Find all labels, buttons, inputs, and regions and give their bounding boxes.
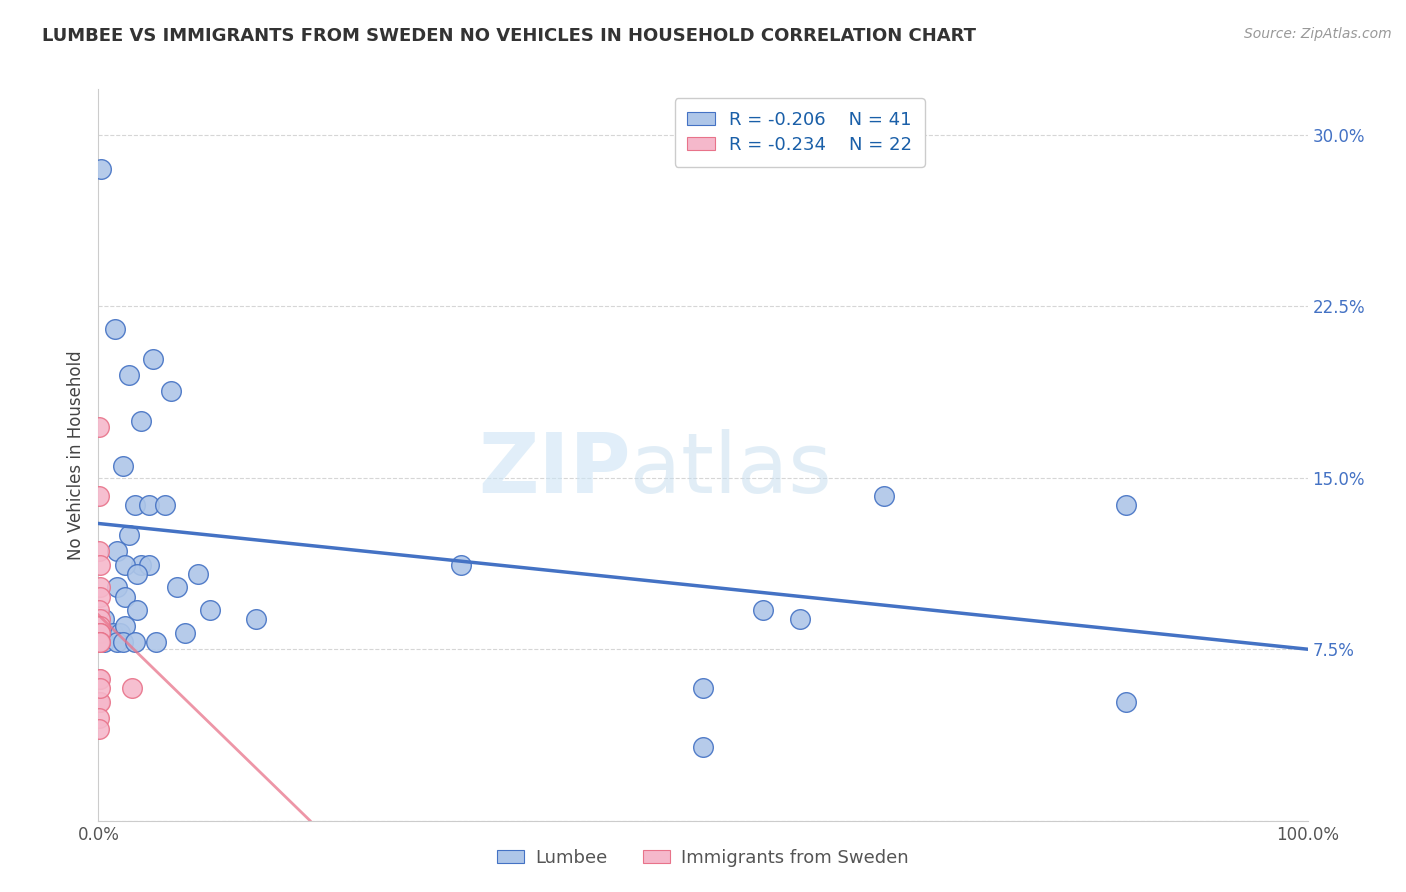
Point [450,558,472,572]
Point [90,162,112,177]
Point [752,603,775,617]
Point [111,459,134,474]
Point [89,603,111,617]
Point [118,528,141,542]
Point [89,695,111,709]
Point [789,613,811,627]
Point [138,498,160,512]
Point [138,558,160,572]
Text: atlas: atlas [630,429,832,510]
Point [118,368,141,382]
Point [166,581,188,595]
Point [87,420,110,434]
Point [89,626,111,640]
Point [89,581,111,595]
Point [127,603,149,617]
Point [160,384,183,398]
Point [114,590,136,604]
Point [111,635,134,649]
Point [124,635,146,649]
Point [89,635,111,649]
Point [93,635,115,649]
Point [101,626,124,640]
Point [89,723,111,737]
Point [692,740,714,755]
Point [187,566,209,581]
Point [89,635,111,649]
Y-axis label: No Vehicles in Household: No Vehicles in Household [66,350,84,560]
Point [89,711,111,725]
Point [105,581,128,595]
Point [1115,498,1137,512]
Point [105,635,128,649]
Point [129,558,152,572]
Point [174,626,197,640]
Point [873,489,896,503]
Point [89,613,111,627]
Point [114,558,136,572]
Point [129,414,152,428]
Point [108,626,131,640]
Point [89,626,111,640]
Point [89,489,111,503]
Point [89,590,111,604]
Point [89,672,111,686]
Point [1115,695,1137,709]
Point [89,672,111,686]
Point [245,613,267,627]
Text: LUMBEE VS IMMIGRANTS FROM SWEDEN NO VEHICLES IN HOUSEHOLD CORRELATION CHART: LUMBEE VS IMMIGRANTS FROM SWEDEN NO VEHI… [42,27,976,45]
Point [153,498,176,512]
Point [127,566,149,581]
Point [142,351,165,366]
Point [89,619,111,633]
Text: ZIP: ZIP [478,429,630,510]
Point [89,635,111,649]
Legend: Lumbee, Immigrants from Sweden: Lumbee, Immigrants from Sweden [489,841,917,874]
Point [89,695,111,709]
Point [104,322,127,336]
Point [89,558,111,572]
Point [89,681,111,695]
Point [198,603,221,617]
Point [692,681,714,695]
Point [114,619,136,633]
Text: Source: ZipAtlas.com: Source: ZipAtlas.com [1244,27,1392,41]
Point [145,635,167,649]
Point [89,544,111,558]
Point [105,544,128,558]
Point [93,613,115,627]
Point [121,681,143,695]
Point [124,498,146,512]
